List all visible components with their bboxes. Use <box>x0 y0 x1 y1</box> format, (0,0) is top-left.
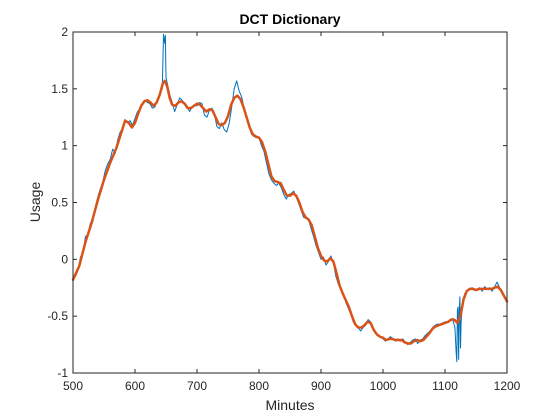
series-layer <box>71 33 509 363</box>
x-tick-label-1200: 1200 <box>494 379 521 393</box>
x-tick-label-600: 600 <box>125 379 145 393</box>
tick-layer: 500 600 700 800 900 1000 1100 1200 -1 -0.5 0 0.5 1 1.… <box>47 25 520 393</box>
x-tick-label-900: 900 <box>311 379 331 393</box>
y-tick-label--0.5: -0.5 <box>47 309 68 323</box>
y-tick-label-1.5: 1.5 <box>51 82 68 96</box>
series-line-2 <box>71 79 509 345</box>
x-tick-label-1100: 1100 <box>432 379 458 393</box>
x-tick-label-700: 700 <box>187 379 207 393</box>
y-tick-label-0: 0 <box>61 252 68 266</box>
chart-title: DCT Dictionary <box>239 11 340 27</box>
plot-area <box>73 32 507 373</box>
y-tick-label-2: 2 <box>61 25 68 39</box>
x-tick-label-1000: 1000 <box>370 379 397 393</box>
y-tick-label-0.5: 0.5 <box>51 196 68 210</box>
y-axis-label: Usage <box>27 182 43 223</box>
y-tick-label--1: -1 <box>57 366 68 380</box>
x-tick-label-500: 500 <box>63 379 83 393</box>
x-axis-label: Minutes <box>265 397 314 413</box>
y-tick-label-1: 1 <box>61 139 68 153</box>
x-tick-label-800: 800 <box>249 379 269 393</box>
